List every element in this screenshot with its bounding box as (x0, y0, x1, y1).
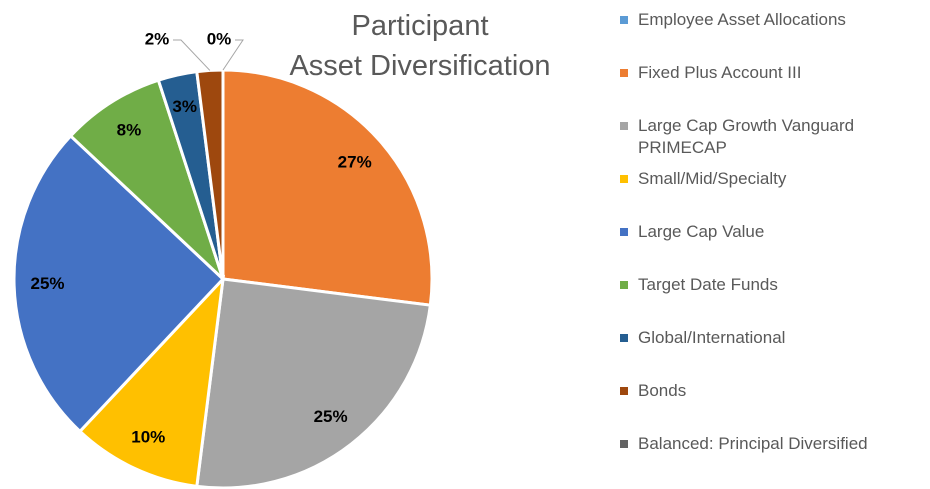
legend-item: Fixed Plus Account III (620, 62, 925, 84)
legend-item: Employee Asset Allocations (620, 9, 925, 31)
legend-item: Large Cap Value (620, 221, 925, 243)
legend-swatch (620, 69, 628, 77)
legend-item: Target Date Funds (620, 274, 925, 296)
legend-swatch (620, 122, 628, 130)
data-label: 3% (172, 97, 197, 116)
legend-swatch (620, 440, 628, 448)
legend-label: Bonds (638, 381, 687, 400)
leader-line (173, 39, 211, 71)
legend-swatch (620, 228, 628, 236)
pie-slice (221, 68, 434, 307)
legend-swatch (620, 387, 628, 395)
pie-slice (195, 277, 433, 489)
leader-line (222, 39, 244, 71)
legend-item: Large Cap Growth Vanguard PRIMECAP (620, 115, 925, 159)
data-label: 25% (31, 274, 65, 293)
legend-swatch (620, 175, 628, 183)
legend-item: Balanced: Principal Diversified (620, 433, 925, 455)
pie-slice (12, 133, 226, 434)
pie-slice (77, 274, 226, 489)
legend-item: Bonds (620, 380, 925, 402)
pie-slice (68, 78, 225, 281)
data-label: 25% (314, 407, 348, 426)
data-label: 10% (131, 427, 165, 446)
legend-label: Small/Mid/Specialty (638, 169, 787, 188)
legend-label: Large Cap Value (638, 222, 765, 241)
data-label: 27% (338, 152, 372, 171)
legend-item: Global/International (620, 327, 925, 349)
legend-label: Target Date Funds (638, 275, 778, 294)
title-line: Participant (351, 10, 489, 42)
legend-label: Employee Asset Allocations (638, 10, 846, 29)
legend-label: Balanced: Principal Diversified (638, 434, 868, 453)
data-label: 2% (145, 29, 170, 48)
chart-title: Participant Asset Diversification (250, 6, 590, 86)
title-line: Asset Diversification (289, 50, 551, 82)
data-label: 8% (117, 120, 142, 139)
legend-swatch (620, 281, 628, 289)
legend-swatch (620, 16, 628, 24)
data-label: 0% (207, 29, 232, 48)
legend-label: Large Cap Growth Vanguard PRIMECAP (638, 116, 855, 157)
legend-label: Global/International (638, 328, 786, 347)
legend-swatch (620, 334, 628, 342)
legend-label: Fixed Plus Account III (638, 63, 802, 82)
legend-item: Small/Mid/Specialty (620, 168, 925, 190)
